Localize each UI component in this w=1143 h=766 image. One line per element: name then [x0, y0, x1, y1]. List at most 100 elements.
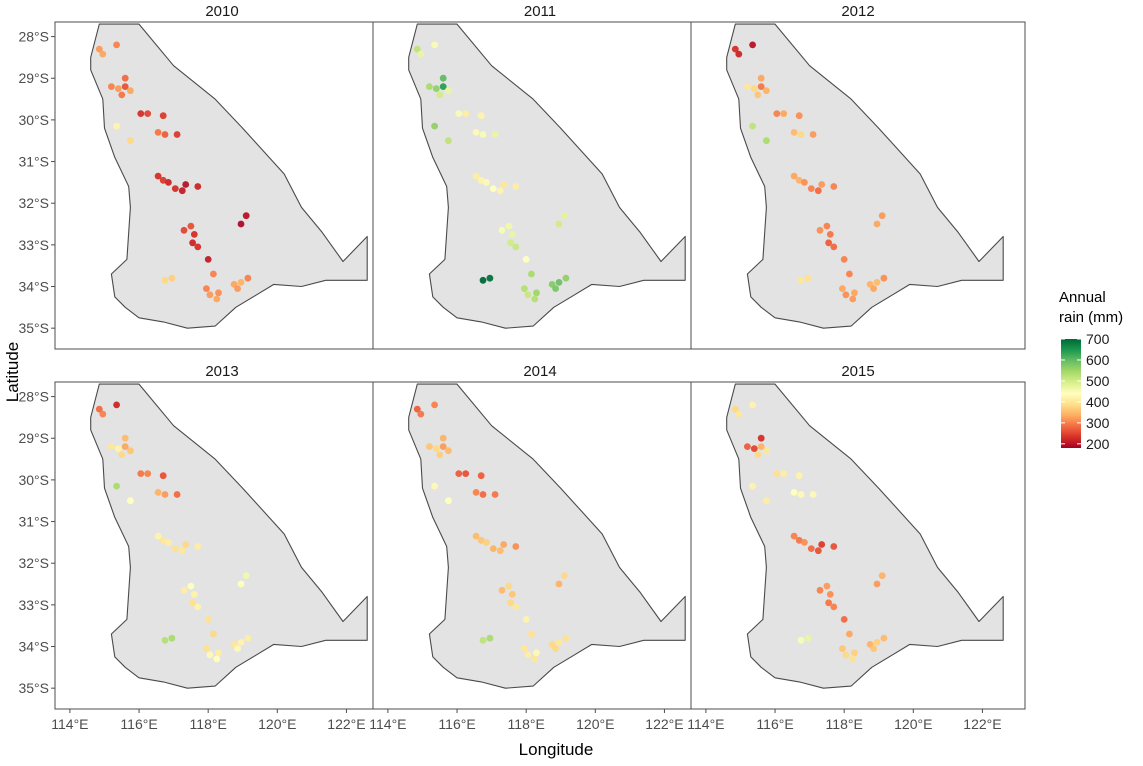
rain-site-point — [801, 539, 808, 546]
rain-site-point — [173, 131, 181, 138]
rain-site-point — [244, 274, 252, 282]
rain-site-point — [242, 212, 250, 220]
rain-site-point — [486, 274, 494, 282]
rain-site-point — [99, 50, 107, 58]
rain-site-point — [533, 649, 540, 657]
rain-site-point — [757, 83, 765, 90]
rain-site-point — [215, 649, 222, 657]
rain-site-point — [562, 274, 570, 282]
rain-site-point — [818, 541, 826, 548]
rain-site-point — [113, 122, 120, 130]
region-outline — [726, 23, 1004, 329]
rain-site-point — [121, 434, 129, 442]
y-tick-label: 28°S — [18, 29, 49, 45]
rain-site-point — [126, 447, 134, 455]
rain-site-point — [552, 285, 559, 292]
rain-site-point — [757, 74, 765, 82]
rain-site-point — [797, 276, 805, 284]
rain-site-point — [462, 470, 470, 477]
rain-site-point — [178, 187, 186, 195]
rain-site-point — [508, 231, 516, 238]
rain-site-point — [445, 137, 452, 145]
rain-site-point — [187, 222, 195, 230]
rain-site-point — [477, 472, 485, 480]
rain-site-point — [500, 181, 508, 188]
rain-site-point — [436, 91, 444, 99]
rain-site-point — [171, 545, 179, 552]
rain-site-point — [439, 83, 447, 90]
rain-site-point — [445, 447, 452, 455]
rain-site-point — [213, 295, 221, 303]
rain-site-point — [417, 50, 425, 58]
rain-site-point — [826, 591, 834, 598]
rain-site-point — [555, 580, 563, 588]
y-tick-label: 31°S — [18, 154, 49, 170]
rain-site-point — [533, 289, 540, 297]
rain-site-point — [505, 582, 513, 590]
rain-site-point — [552, 645, 559, 652]
rain-site-point — [210, 270, 217, 278]
rain-site-point — [431, 482, 438, 490]
rain-site-point — [477, 112, 485, 120]
rain-site-point — [825, 239, 832, 247]
region-outline — [408, 23, 686, 329]
y-tick-label: 33°S — [18, 597, 49, 613]
rain-site-point — [237, 639, 245, 646]
rain-site-point — [445, 497, 452, 505]
rain-site-point — [814, 187, 822, 195]
rain-site-point — [432, 445, 440, 452]
y-tick-label: 30°S — [18, 472, 49, 488]
facet-panel-2013: 2013 28°S 29°S 30°S 31°S 32°S 33°S 34°S 35°S 114°… — [18, 363, 390, 732]
rain-site-point — [161, 276, 169, 284]
rain-site-point — [114, 445, 122, 452]
x-axis-title: Longitude — [519, 740, 594, 759]
rain-site-point — [462, 110, 470, 117]
rain-site-point — [431, 401, 438, 409]
rain-site-point — [851, 289, 858, 297]
rain-site-point — [750, 445, 758, 452]
rain-site-point — [121, 74, 129, 82]
facet-panels: 2010 28°S 29°S 30°S 31°S 32°S 33°S 34°S 35°S 2011… — [18, 3, 1026, 732]
panel-title: 2012 — [841, 3, 874, 20]
y-tick-label: 32°S — [18, 555, 49, 571]
panel-title: 2011 — [524, 3, 556, 20]
rain-site-point — [763, 447, 770, 455]
rain-site-point — [154, 172, 162, 180]
rain-site-point — [161, 491, 169, 498]
rain-site-point — [206, 651, 214, 659]
rain-site-point — [512, 543, 520, 550]
rain-site-point — [168, 274, 176, 282]
rain-site-point — [826, 231, 834, 238]
rain-site-point — [159, 472, 167, 480]
rain-site-point — [823, 222, 831, 230]
y-tick-label: 30°S — [18, 112, 49, 128]
rain-site-point — [165, 539, 172, 546]
y-tick-label: 33°S — [18, 237, 49, 253]
rain-site-point — [830, 243, 838, 251]
rain-site-point — [842, 291, 850, 299]
rain-site-point — [735, 410, 743, 418]
rain-site-point — [842, 651, 850, 659]
rain-site-point — [189, 239, 197, 247]
rain-site-point — [797, 131, 805, 138]
rain-site-point — [472, 489, 480, 496]
rain-site-point — [830, 543, 838, 550]
y-axis-title: Latitude — [3, 342, 22, 403]
rain-site-point — [807, 545, 815, 552]
rain-site-point — [790, 489, 798, 496]
rain-site-point — [203, 645, 210, 652]
rain-site-point — [144, 470, 152, 477]
rain-site-point — [795, 536, 803, 544]
facet-panel-2010: 2010 28°S 29°S 30°S 31°S 32°S 33°S 34°S 35°S — [18, 3, 390, 350]
y-tick-label: 31°S — [18, 514, 49, 530]
x-tick-label: 120°E — [258, 716, 296, 732]
rain-site-point — [213, 655, 221, 663]
rain-site-point — [560, 212, 568, 220]
rain-site-point — [498, 586, 506, 594]
rain-site-point — [489, 545, 497, 552]
color-legend: Annual rain (mm) 700 600 500 400 300 200 — [1059, 289, 1123, 452]
rain-site-point — [118, 91, 126, 99]
rain-site-point — [735, 50, 743, 58]
rain-site-point — [171, 185, 179, 193]
rain-site-point — [137, 470, 145, 477]
